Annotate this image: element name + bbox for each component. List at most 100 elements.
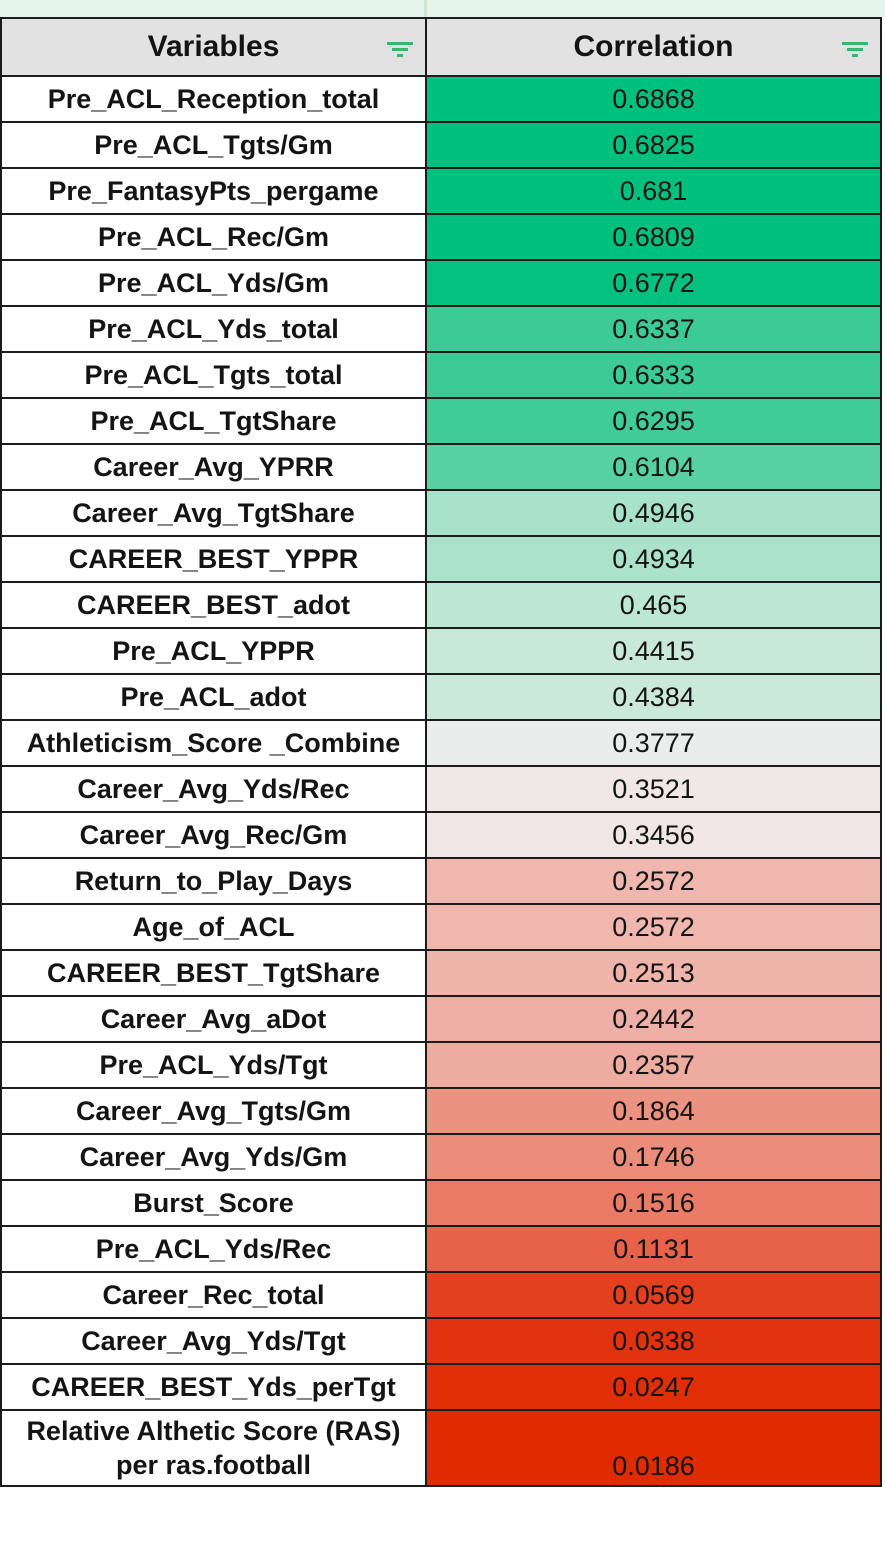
correlation-cell[interactable]: 0.465 — [425, 581, 882, 629]
variable-cell[interactable]: Career_Avg_YPRR — [0, 443, 427, 491]
variable-cell[interactable]: Career_Avg_aDot — [0, 995, 427, 1043]
table-row: Career_Avg_Tgts/Gm 0.1864 — [0, 1087, 882, 1135]
variable-cell[interactable]: Pre_ACL_Reception_total — [0, 75, 427, 123]
table-row: Career_Avg_Rec/Gm 0.3456 — [0, 811, 882, 859]
variable-cell[interactable]: Pre_ACL_adot — [0, 673, 427, 721]
correlation-cell[interactable]: 0.4384 — [425, 673, 882, 721]
variable-cell[interactable]: Relative Althetic Score (RAS) per ras.foo… — [0, 1409, 427, 1487]
correlation-cell[interactable]: 0.681 — [425, 167, 882, 215]
table-row: Pre_ACL_Tgts_total 0.6333 — [0, 351, 882, 399]
variable-cell[interactable]: Career_Avg_Yds/Tgt — [0, 1317, 427, 1365]
variable-cell[interactable]: CAREER_BEST_YPPR — [0, 535, 427, 583]
variable-cell[interactable]: Career_Avg_Yds/Gm — [0, 1133, 427, 1181]
variable-cell[interactable]: Return_to_Play_Days — [0, 857, 427, 905]
correlation-header-label: Correlation — [573, 30, 734, 63]
table-row: CAREER_BEST_adot 0.465 — [0, 581, 882, 629]
variable-cell[interactable]: Pre_ACL_Yds/Rec — [0, 1225, 427, 1273]
table-row: Career_Avg_Yds/Rec 0.3521 — [0, 765, 882, 813]
correlation-cell[interactable]: 0.2572 — [425, 857, 882, 905]
variable-cell[interactable]: Career_Avg_TgtShare — [0, 489, 427, 537]
variable-cell[interactable]: Career_Avg_Rec/Gm — [0, 811, 427, 859]
table-row: Pre_ACL_Yds/Rec 0.1131 — [0, 1225, 882, 1273]
table-row: Career_Avg_YPRR 0.6104 — [0, 443, 882, 491]
correlation-cell[interactable]: 0.1516 — [425, 1179, 882, 1227]
table-row: Career_Avg_TgtShare 0.4946 — [0, 489, 882, 537]
variable-cell[interactable]: CAREER_BEST_Yds_perTgt — [0, 1363, 427, 1411]
table-row: Career_Avg_Yds/Gm 0.1746 — [0, 1133, 882, 1181]
variable-cell[interactable]: Pre_ACL_Yds/Gm — [0, 259, 427, 307]
correlation-header[interactable]: Correlation — [425, 17, 882, 77]
variable-cell[interactable]: CAREER_BEST_adot — [0, 581, 427, 629]
correlation-cell[interactable]: 0.2572 — [425, 903, 882, 951]
correlation-cell[interactable]: 0.3521 — [425, 765, 882, 813]
table-row: Career_Avg_aDot 0.2442 — [0, 995, 882, 1043]
table-row: Return_to_Play_Days 0.2572 — [0, 857, 882, 905]
table-body: Pre_ACL_Reception_total 0.6868 Pre_ACL_Tgt… — [0, 75, 882, 1487]
table-row: Pre_ACL_TgtShare 0.6295 — [0, 397, 882, 445]
correlation-cell[interactable]: 0.6295 — [425, 397, 882, 445]
correlation-cell[interactable]: 0.6333 — [425, 351, 882, 399]
correlation-cell[interactable]: 0.4415 — [425, 627, 882, 675]
correlation-cell[interactable]: 0.1131 — [425, 1225, 882, 1273]
variable-cell[interactable]: Pre_ACL_Yds_total — [0, 305, 427, 353]
correlation-cell[interactable]: 0.1746 — [425, 1133, 882, 1181]
table-row: Pre_ACL_Yds/Gm 0.6772 — [0, 259, 882, 307]
table-row: Pre_ACL_Tgts/Gm 0.6825 — [0, 121, 882, 169]
table-row: Pre_ACL_Yds/Tgt 0.2357 — [0, 1041, 882, 1089]
table-row: CAREER_BEST_TgtShare 0.2513 — [0, 949, 882, 997]
correlation-cell[interactable]: 0.1864 — [425, 1087, 882, 1135]
correlation-cell[interactable]: 0.2513 — [425, 949, 882, 997]
top-strip — [0, 0, 885, 17]
variable-cell[interactable]: Pre_ACL_YPPR — [0, 627, 427, 675]
table-row: Athleticism_Score _Combine 0.3777 — [0, 719, 882, 767]
variable-cell[interactable]: Career_Avg_Tgts/Gm — [0, 1087, 427, 1135]
column-separator — [424, 0, 427, 17]
variable-cell[interactable]: Age_of_ACL — [0, 903, 427, 951]
correlation-cell[interactable]: 0.6104 — [425, 443, 882, 491]
variable-cell[interactable]: Career_Rec_total — [0, 1271, 427, 1319]
variables-header[interactable]: Variables — [0, 17, 427, 77]
table-row: Age_of_ACL 0.2572 — [0, 903, 882, 951]
correlation-cell[interactable]: 0.4946 — [425, 489, 882, 537]
variables-header-label: Variables — [147, 30, 280, 63]
correlation-cell[interactable]: 0.2357 — [425, 1041, 882, 1089]
correlation-cell[interactable]: 0.6868 — [425, 75, 882, 123]
correlation-cell[interactable]: 0.3456 — [425, 811, 882, 859]
filter-icon[interactable] — [387, 41, 413, 57]
variable-cell[interactable]: Pre_ACL_TgtShare — [0, 397, 427, 445]
variable-cell[interactable]: Pre_ACL_Tgts/Gm — [0, 121, 427, 169]
table-row: Burst_Score 0.1516 — [0, 1179, 882, 1227]
correlation-cell[interactable]: 0.6337 — [425, 305, 882, 353]
correlation-cell[interactable]: 0.3777 — [425, 719, 882, 767]
correlation-cell[interactable]: 0.6772 — [425, 259, 882, 307]
correlation-cell[interactable]: 0.4934 — [425, 535, 882, 583]
table-row: Career_Avg_Yds/Tgt 0.0338 — [0, 1317, 882, 1365]
header-row: Variables Correlation — [0, 17, 882, 77]
variable-cell[interactable]: Pre_ACL_Yds/Tgt — [0, 1041, 427, 1089]
table-row: CAREER_BEST_Yds_perTgt 0.0247 — [0, 1363, 882, 1411]
table-row: CAREER_BEST_YPPR 0.4934 — [0, 535, 882, 583]
correlation-cell[interactable]: 0.6825 — [425, 121, 882, 169]
correlation-cell[interactable]: 0.0338 — [425, 1317, 882, 1365]
correlation-cell[interactable]: 0.0186 — [425, 1409, 882, 1487]
table-row: Career_Rec_total 0.0569 — [0, 1271, 882, 1319]
variable-cell[interactable]: Pre_FantasyPts_pergame — [0, 167, 427, 215]
variable-cell[interactable]: Athleticism_Score _Combine — [0, 719, 427, 767]
table-row: Relative Althetic Score (RAS) per ras.foo… — [0, 1409, 882, 1487]
correlation-cell[interactable]: 0.6809 — [425, 213, 882, 261]
table-row: Pre_ACL_Yds_total 0.6337 — [0, 305, 882, 353]
table-row: Pre_ACL_adot 0.4384 — [0, 673, 882, 721]
variable-cell[interactable]: CAREER_BEST_TgtShare — [0, 949, 427, 997]
variable-cell[interactable]: Career_Avg_Yds/Rec — [0, 765, 427, 813]
correlation-cell[interactable]: 0.2442 — [425, 995, 882, 1043]
correlation-cell[interactable]: 0.0569 — [425, 1271, 882, 1319]
table-row: Pre_ACL_Reception_total 0.6868 — [0, 75, 882, 123]
correlation-table: Variables Correlation Pre — [0, 17, 882, 1487]
variable-cell[interactable]: Pre_ACL_Tgts_total — [0, 351, 427, 399]
variable-cell[interactable]: Pre_ACL_Rec/Gm — [0, 213, 427, 261]
filter-icon[interactable] — [842, 41, 868, 57]
correlation-cell[interactable]: 0.0247 — [425, 1363, 882, 1411]
table-row: Pre_ACL_YPPR 0.4415 — [0, 627, 882, 675]
variable-cell[interactable]: Burst_Score — [0, 1179, 427, 1227]
